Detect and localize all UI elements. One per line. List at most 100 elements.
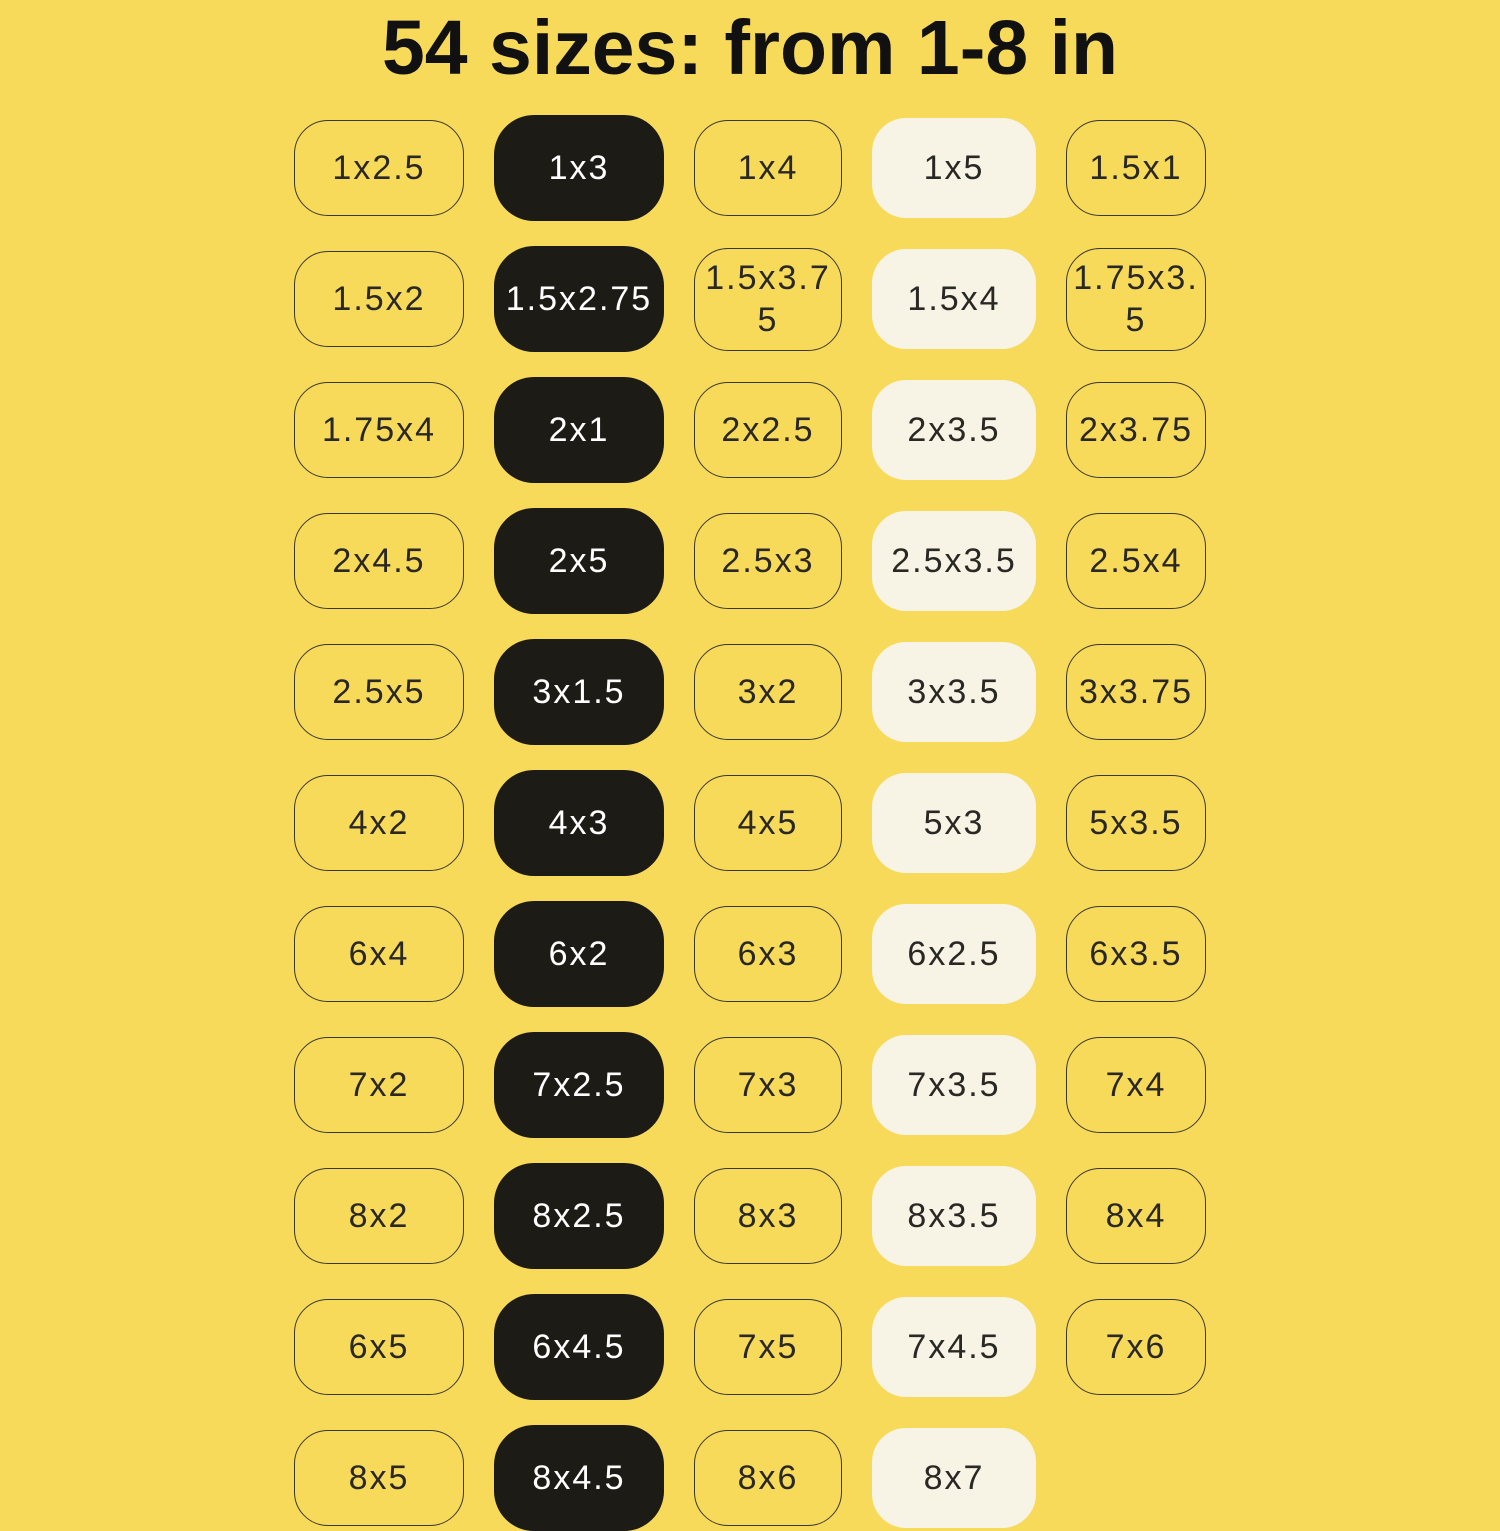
size-pill: 2x5 [494, 508, 664, 614]
size-pill: 8x7 [872, 1428, 1036, 1528]
size-pill: 7x2.5 [494, 1032, 664, 1138]
size-cell: 8x5 [294, 1430, 464, 1526]
size-pill: 6x5 [294, 1299, 464, 1395]
size-cell: 8x2 [294, 1168, 464, 1264]
size-cell: 2x5 [494, 508, 664, 614]
size-cell: 2.5x3.5 [872, 511, 1036, 611]
size-pill: 3x2 [694, 644, 842, 740]
size-cell: 3x2 [694, 644, 842, 740]
size-cell: 6x2.5 [872, 904, 1036, 1004]
size-cell: 4x5 [694, 775, 842, 871]
size-pill: 1.5x2.75 [494, 246, 664, 352]
size-cell: 6x4 [294, 906, 464, 1002]
size-cell: 6x2 [494, 901, 664, 1007]
size-pill: 8x3 [694, 1168, 842, 1264]
size-row: 8x5 8x4.5 8x6 8x7 [294, 1425, 1206, 1531]
size-cell: 2.5x4 [1066, 513, 1206, 609]
size-cell: 4x2 [294, 775, 464, 871]
size-pill: 4x3 [494, 770, 664, 876]
size-pill: 2.5x5 [294, 644, 464, 740]
size-cell: 1.5x2.75 [494, 246, 664, 352]
size-pill: 7x5 [694, 1299, 842, 1395]
size-pill: 1.5x1 [1066, 120, 1206, 216]
size-cell: 1.5x1 [1066, 120, 1206, 216]
size-cell: 8x6 [694, 1430, 842, 1526]
size-cell: 6x5 [294, 1299, 464, 1395]
size-cell: 1.75x4 [294, 382, 464, 478]
size-pill: 1.5x3.75 [694, 247, 842, 351]
size-pill: 2.5x3 [694, 513, 842, 609]
size-cell: 3x1.5 [494, 639, 664, 745]
size-cell: 1x5 [872, 118, 1036, 218]
size-row: 1.75x4 2x1 2x2.5 2x3.5 2x3.75 [294, 377, 1206, 483]
size-cell: 1x4 [694, 120, 842, 216]
size-pill: 4x2 [294, 775, 464, 871]
page-title: 54 sizes: from 1-8 in [381, 5, 1119, 91]
size-pill: 6x2.5 [872, 904, 1036, 1004]
size-row: 7x2 7x2.5 7x3 7x3.5 7x4 [294, 1032, 1206, 1138]
size-pill: 5x3 [872, 773, 1036, 873]
size-cell: 2x1 [494, 377, 664, 483]
size-cell: 8x4 [1066, 1168, 1206, 1264]
size-pill: 1x3 [494, 115, 664, 221]
size-cell: 7x5 [694, 1299, 842, 1395]
size-cell: 1x3 [494, 115, 664, 221]
size-pill: 2.5x3.5 [872, 511, 1036, 611]
size-cell: 2x4.5 [294, 513, 464, 609]
size-pill: 8x2 [294, 1168, 464, 1264]
size-pill: 2x4.5 [294, 513, 464, 609]
size-cell: 6x3 [694, 906, 842, 1002]
size-row: 8x2 8x2.5 8x3 8x3.5 8x4 [294, 1163, 1206, 1269]
size-pill: 1.5x2 [294, 251, 464, 347]
size-pill: 1.75x4 [294, 382, 464, 478]
size-pill: 8x6 [694, 1430, 842, 1526]
size-pill: 1.5x4 [872, 249, 1036, 349]
size-cell: 3x3.75 [1066, 644, 1206, 740]
size-cell: 8x3.5 [872, 1166, 1036, 1266]
size-pill: 7x3 [694, 1037, 842, 1133]
size-pill: 3x3.75 [1066, 644, 1206, 740]
size-pill: 6x3 [694, 906, 842, 1002]
size-pill: 7x3.5 [872, 1035, 1036, 1135]
size-pill: 6x3.5 [1066, 906, 1206, 1002]
size-cell: 1.5x3.75 [694, 247, 842, 351]
size-cell: 7x4 [1066, 1037, 1206, 1133]
size-cell: 4x3 [494, 770, 664, 876]
size-pill: 1x2.5 [294, 120, 464, 216]
size-cell: 6x4.5 [494, 1294, 664, 1400]
size-cell: 7x6 [1066, 1299, 1206, 1395]
size-row: 2x4.5 2x5 2.5x3 2.5x3.5 2.5x4 [294, 508, 1206, 614]
size-row: 1.5x2 1.5x2.75 1.5x3.75 1.5x4 1.75x3.5 [294, 246, 1206, 352]
size-pill: 2.5x4 [1066, 513, 1206, 609]
size-pill: 8x3.5 [872, 1166, 1036, 1266]
size-cell: 8x7 [872, 1428, 1036, 1528]
size-cell: 7x3.5 [872, 1035, 1036, 1135]
size-cell: 7x4.5 [872, 1297, 1036, 1397]
size-cell: 3x3.5 [872, 642, 1036, 742]
size-pill: 5x3.5 [1066, 775, 1206, 871]
size-pill: 4x5 [694, 775, 842, 871]
size-cell: 2x2.5 [694, 382, 842, 478]
size-pill: 8x4.5 [494, 1425, 664, 1531]
size-pill: 7x6 [1066, 1299, 1206, 1395]
size-cell: 7x3 [694, 1037, 842, 1133]
size-cell: 1.5x2 [294, 251, 464, 347]
size-cell: 2x3.75 [1066, 382, 1206, 478]
size-row: 6x5 6x4.5 7x5 7x4.5 7x6 [294, 1294, 1206, 1400]
size-pill: 1.75x3.5 [1066, 247, 1206, 351]
size-pill: 6x4 [294, 906, 464, 1002]
size-pill: 7x4.5 [872, 1297, 1036, 1397]
size-row: 4x2 4x3 4x5 5x3 5x3.5 [294, 770, 1206, 876]
size-cell: 1x2.5 [294, 120, 464, 216]
size-cell: 2x3.5 [872, 380, 1036, 480]
size-cell: 8x3 [694, 1168, 842, 1264]
size-cell: 8x4.5 [494, 1425, 664, 1531]
size-pill: 8x2.5 [494, 1163, 664, 1269]
size-pill: 2x1 [494, 377, 664, 483]
size-row: 1x2.5 1x3 1x4 1x5 1.5x1 [294, 115, 1206, 221]
size-pill: 2x3.75 [1066, 382, 1206, 478]
size-row: 6x4 6x2 6x3 6x2.5 6x3.5 [294, 901, 1206, 1007]
size-pill: 1x5 [872, 118, 1036, 218]
size-pill: 7x2 [294, 1037, 464, 1133]
size-pill: 2x3.5 [872, 380, 1036, 480]
